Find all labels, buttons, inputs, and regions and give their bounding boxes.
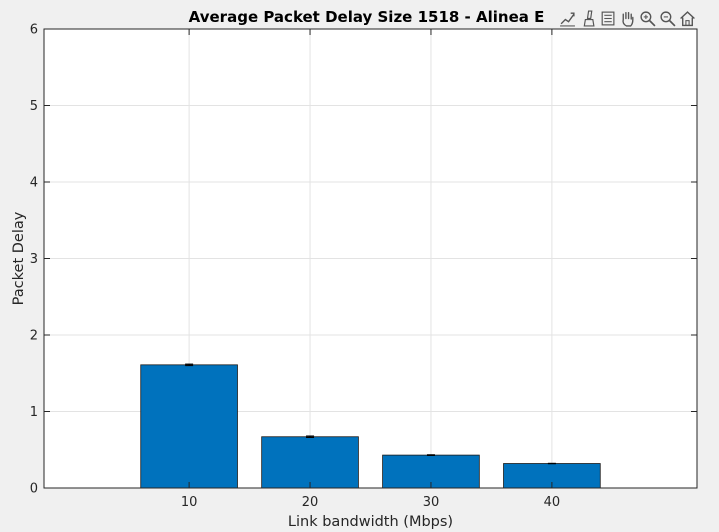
zoom-in-icon[interactable] xyxy=(637,8,657,28)
y-tick-label: 2 xyxy=(30,329,38,344)
y-axis-label: Packet Delay xyxy=(11,211,27,305)
bar[interactable] xyxy=(261,436,359,489)
export-icon[interactable] xyxy=(557,8,577,28)
y-tick-label: 4 xyxy=(30,176,38,191)
x-tick-label: 30 xyxy=(423,495,440,510)
y-tick-label: 6 xyxy=(30,23,38,38)
x-tick-label: 10 xyxy=(181,495,198,510)
axes-toolbar xyxy=(557,8,697,28)
bar[interactable] xyxy=(140,364,238,489)
x-tick-label: 40 xyxy=(544,495,561,510)
home-icon[interactable] xyxy=(677,8,697,28)
y-tick-label: 1 xyxy=(30,405,38,420)
datatip-icon[interactable] xyxy=(597,8,617,28)
y-tick-label: 3 xyxy=(30,252,38,267)
pan-hand-icon[interactable] xyxy=(617,8,637,28)
y-tick-label: 0 xyxy=(30,482,38,497)
zoom-out-icon[interactable] xyxy=(657,8,677,28)
y-tick-label: 5 xyxy=(30,99,38,114)
x-tick-label: 20 xyxy=(302,495,319,510)
chart-title: Average Packet Delay Size 1518 - Alinea … xyxy=(189,8,545,26)
x-axis-label: Link bandwidth (Mbps) xyxy=(288,514,453,530)
brush-icon[interactable] xyxy=(577,8,597,28)
